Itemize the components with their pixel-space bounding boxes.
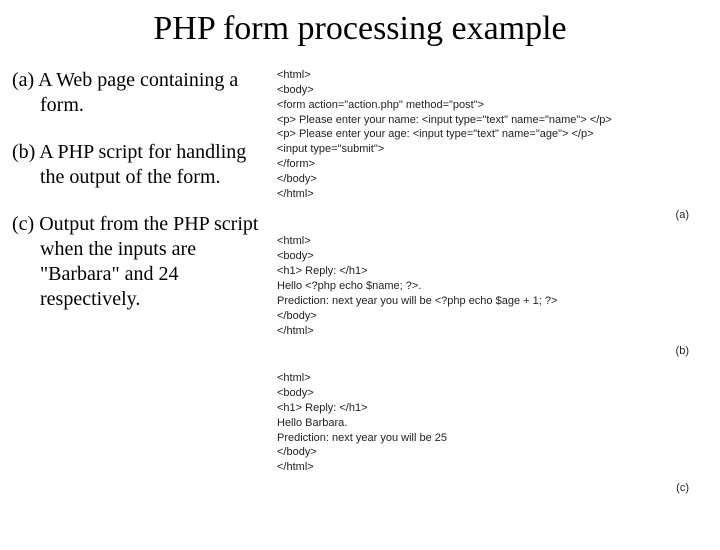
code-block-a: <html> <body> <form action="action.php" … (277, 68, 697, 202)
label-c: (c) (277, 481, 697, 496)
right-column: <html> <body> <form action="action.php" … (277, 68, 697, 508)
label-b: (b) (277, 344, 697, 359)
desc-b: (b) A PHP script for handling the output… (12, 140, 267, 190)
desc-b-text: (b) A PHP script for handling the output… (12, 140, 267, 190)
code-block-c: <html> <body> <h1> Reply: </h1> Hello Ba… (277, 371, 697, 475)
label-a: (a) (277, 208, 697, 223)
left-column: (a) A Web page containing a form. (b) A … (12, 68, 277, 508)
desc-a-text: (a) A Web page containing a form. (12, 68, 267, 118)
content-area: (a) A Web page containing a form. (b) A … (0, 68, 720, 508)
desc-c: (c) Output from the PHP script when the … (12, 212, 267, 312)
slide-title: PHP form processing example (0, 10, 720, 48)
code-block-b: <html> <body> <h1> Reply: </h1> Hello <?… (277, 234, 697, 338)
desc-a: (a) A Web page containing a form. (12, 68, 267, 118)
desc-c-text: (c) Output from the PHP script when the … (12, 212, 267, 312)
